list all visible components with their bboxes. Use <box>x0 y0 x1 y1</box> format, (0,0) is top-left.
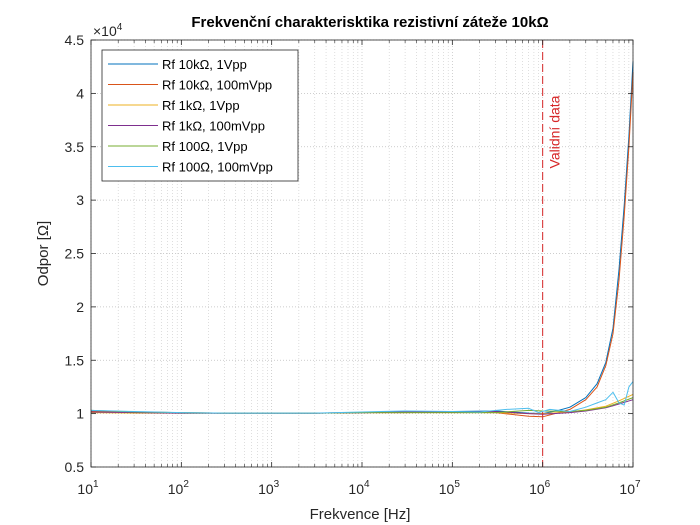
legend-label: Rf 1kΩ, 1Vpp <box>162 98 240 113</box>
x-tick-label: 104 <box>348 479 370 497</box>
axis-ticks <box>90 39 634 468</box>
chart-title: Frekvenční charakterisktika rezistivní z… <box>191 14 548 31</box>
x-tick-exponent: 7 <box>635 479 641 490</box>
series-layer <box>90 61 634 418</box>
y-tick-labels: 0.5 1 1.5 2 2.5 3 3.5 4 4.5 <box>65 32 85 475</box>
x-tick-label: 103 <box>258 479 280 497</box>
y-tick-label: 0.5 <box>65 459 85 475</box>
x-tick-labels: 101 102 103 104 105 106 107 <box>77 479 641 497</box>
legend-label: Rf 10kΩ, 100mVpp <box>162 78 272 93</box>
x-axis-label: Frekvence [Hz] <box>310 506 411 523</box>
x-tick-label: 102 <box>168 479 190 497</box>
x-tick-exponent: 4 <box>364 479 370 490</box>
legend-label: Rf 100Ω, 100mVpp <box>162 160 273 175</box>
y-tick-label: 2 <box>76 299 84 315</box>
legend-label: Rf 10kΩ, 1Vpp <box>162 57 247 72</box>
x-tick-base: 10 <box>529 481 545 497</box>
y-axis-label: Odpor [Ω] <box>35 221 52 286</box>
y-tick-label: 4.5 <box>65 32 85 48</box>
legend-label: Rf 100Ω, 1Vpp <box>162 139 248 154</box>
y-tick-label: 1 <box>76 406 84 422</box>
x-tick-base: 10 <box>258 481 274 497</box>
legend: Rf 10kΩ, 1Vpp Rf 10kΩ, 100mVpp Rf 1kΩ, 1Vp… <box>101 49 299 182</box>
x-tick-base: 10 <box>168 481 184 497</box>
legend-label: Rf 1kΩ, 100mVpp <box>162 119 265 134</box>
x-tick-exponent: 1 <box>93 479 99 490</box>
series-line-6 <box>90 381 634 414</box>
valid-data-label: Validní data <box>547 95 563 168</box>
y-exponent-power: 4 <box>117 22 123 33</box>
x-tick-label: 105 <box>439 479 461 497</box>
x-tick-base: 10 <box>77 481 93 497</box>
x-tick-exponent: 6 <box>545 479 551 490</box>
y-tick-label: 4 <box>76 85 84 101</box>
x-tick-label: 107 <box>619 479 641 497</box>
x-tick-base: 10 <box>348 481 364 497</box>
x-tick-label: 101 <box>77 479 99 497</box>
x-tick-label: 106 <box>529 479 551 497</box>
y-tick-label: 1.5 <box>65 352 85 368</box>
x-tick-base: 10 <box>439 481 455 497</box>
x-tick-exponent: 3 <box>274 479 280 490</box>
y-tick-label: 3.5 <box>65 139 85 155</box>
y-tick-label: 2.5 <box>65 246 85 262</box>
y-tick-label: 3 <box>76 192 84 208</box>
x-tick-exponent: 5 <box>454 479 460 490</box>
y-exponent-label: ×104 <box>93 22 123 39</box>
x-tick-exponent: 2 <box>183 479 189 490</box>
y-exponent-base: ×10 <box>93 23 117 39</box>
x-tick-base: 10 <box>619 481 635 497</box>
legend-box <box>101 49 299 182</box>
